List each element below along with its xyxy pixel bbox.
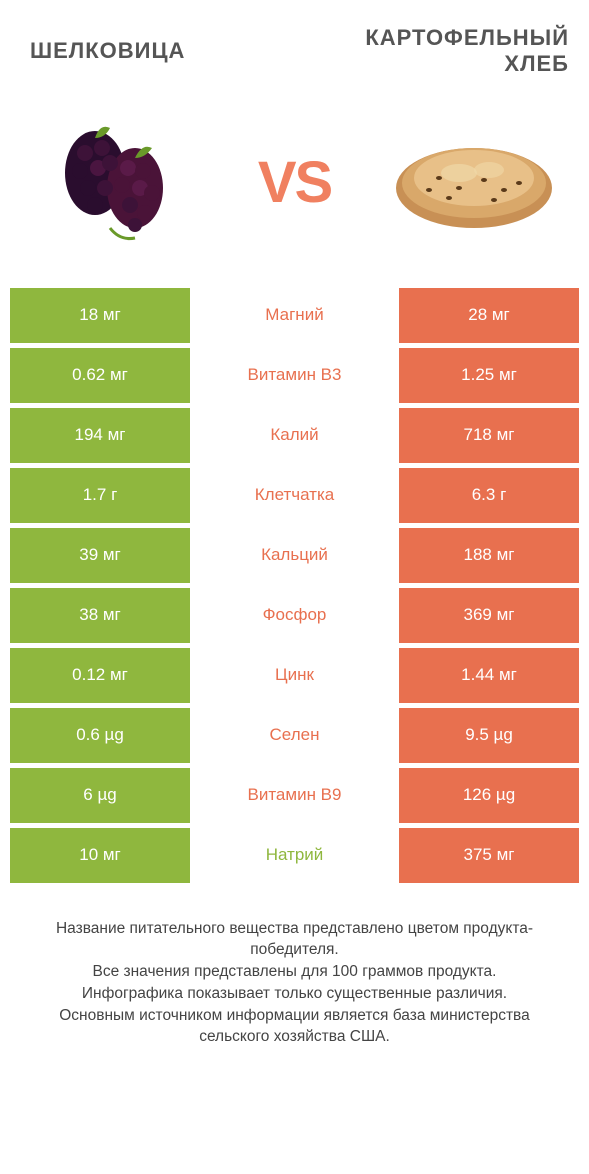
value-right: 6.3 г [399, 468, 579, 523]
table-row: 194 мгКалий718 мг [10, 408, 579, 463]
mulberry-image [30, 108, 200, 258]
nutrition-table: 18 мгМагний28 мг0.62 мгВитамин B31.25 мг… [0, 288, 589, 888]
value-left: 0.6 µg [10, 708, 190, 763]
nutrient-name: Магний [190, 288, 399, 343]
table-row: 18 мгМагний28 мг [10, 288, 579, 343]
value-right: 126 µg [399, 768, 579, 823]
nutrient-name: Витамин B9 [190, 768, 399, 823]
footer-line: Название питательного вещества представл… [30, 918, 559, 961]
nutrient-name: Фосфор [190, 588, 399, 643]
value-right: 28 мг [399, 288, 579, 343]
footer-line: Инфографика показывает только существенн… [30, 983, 559, 1005]
table-row: 6 µgВитамин B9126 µg [10, 768, 579, 823]
nutrient-name: Кальций [190, 528, 399, 583]
value-left: 39 мг [10, 528, 190, 583]
value-right: 9.5 µg [399, 708, 579, 763]
nutrient-name: Калий [190, 408, 399, 463]
value-left: 194 мг [10, 408, 190, 463]
infographic: ШЕЛКОВИЦА КАРТОФЕЛЬНЫЙ ХЛЕБ [0, 0, 589, 1174]
table-row: 0.62 мгВитамин B31.25 мг [10, 348, 579, 403]
images-row: VS [0, 88, 589, 288]
nutrient-name: Натрий [190, 828, 399, 883]
value-right: 718 мг [399, 408, 579, 463]
table-row: 39 мгКальций188 мг [10, 528, 579, 583]
header: ШЕЛКОВИЦА КАРТОФЕЛЬНЫЙ ХЛЕБ [0, 0, 589, 88]
value-left: 6 µg [10, 768, 190, 823]
product-title-right: КАРТОФЕЛЬНЫЙ ХЛЕБ [300, 25, 570, 78]
nutrient-name: Витамин B3 [190, 348, 399, 403]
value-left: 0.62 мг [10, 348, 190, 403]
nutrient-name: Клетчатка [190, 468, 399, 523]
footer-notes: Название питательного вещества представл… [0, 888, 589, 1068]
value-right: 375 мг [399, 828, 579, 883]
vs-text: VS [258, 149, 331, 216]
value-left: 0.12 мг [10, 648, 190, 703]
nutrient-name: Цинк [190, 648, 399, 703]
table-row: 38 мгФосфор369 мг [10, 588, 579, 643]
value-left: 38 мг [10, 588, 190, 643]
table-row: 10 мгНатрий375 мг [10, 828, 579, 883]
value-left: 10 мг [10, 828, 190, 883]
value-right: 369 мг [399, 588, 579, 643]
footer-line: Основным источником информации является … [30, 1005, 559, 1048]
value-left: 18 мг [10, 288, 190, 343]
bread-image [389, 108, 559, 258]
value-right: 1.44 мг [399, 648, 579, 703]
nutrient-name: Селен [190, 708, 399, 763]
table-row: 0.12 мгЦинк1.44 мг [10, 648, 579, 703]
value-right: 188 мг [399, 528, 579, 583]
table-row: 0.6 µgСелен9.5 µg [10, 708, 579, 763]
footer-line: Все значения представлены для 100 граммо… [30, 961, 559, 983]
product-title-left: ШЕЛКОВИЦА [20, 38, 300, 64]
value-left: 1.7 г [10, 468, 190, 523]
table-row: 1.7 гКлетчатка6.3 г [10, 468, 579, 523]
value-right: 1.25 мг [399, 348, 579, 403]
